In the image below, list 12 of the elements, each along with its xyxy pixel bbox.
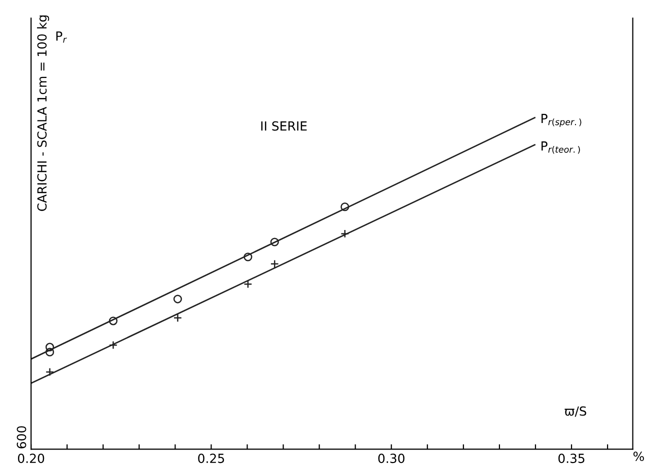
text: % (633, 452, 644, 462)
chart-title: II SERIE (261, 121, 307, 131)
text: 600 (16, 426, 26, 448)
x-tick-label: 0.35 (558, 454, 584, 464)
series-label: P$_{r(sper.)}$ (542, 114, 582, 127)
x-tick-label: 0.20 (18, 454, 44, 464)
x-tick-label: 0.30 (378, 454, 404, 464)
text: P$_{r}$ (56, 31, 67, 43)
x-axis-title: ϖ/S (564, 406, 586, 417)
y-axis-title: CARICHI - SCALA 1cm = 100 kg (37, 15, 50, 211)
x-tick-label: 0.25 (198, 454, 224, 464)
series-label: P$_{r(teor.)}$ (542, 141, 580, 154)
